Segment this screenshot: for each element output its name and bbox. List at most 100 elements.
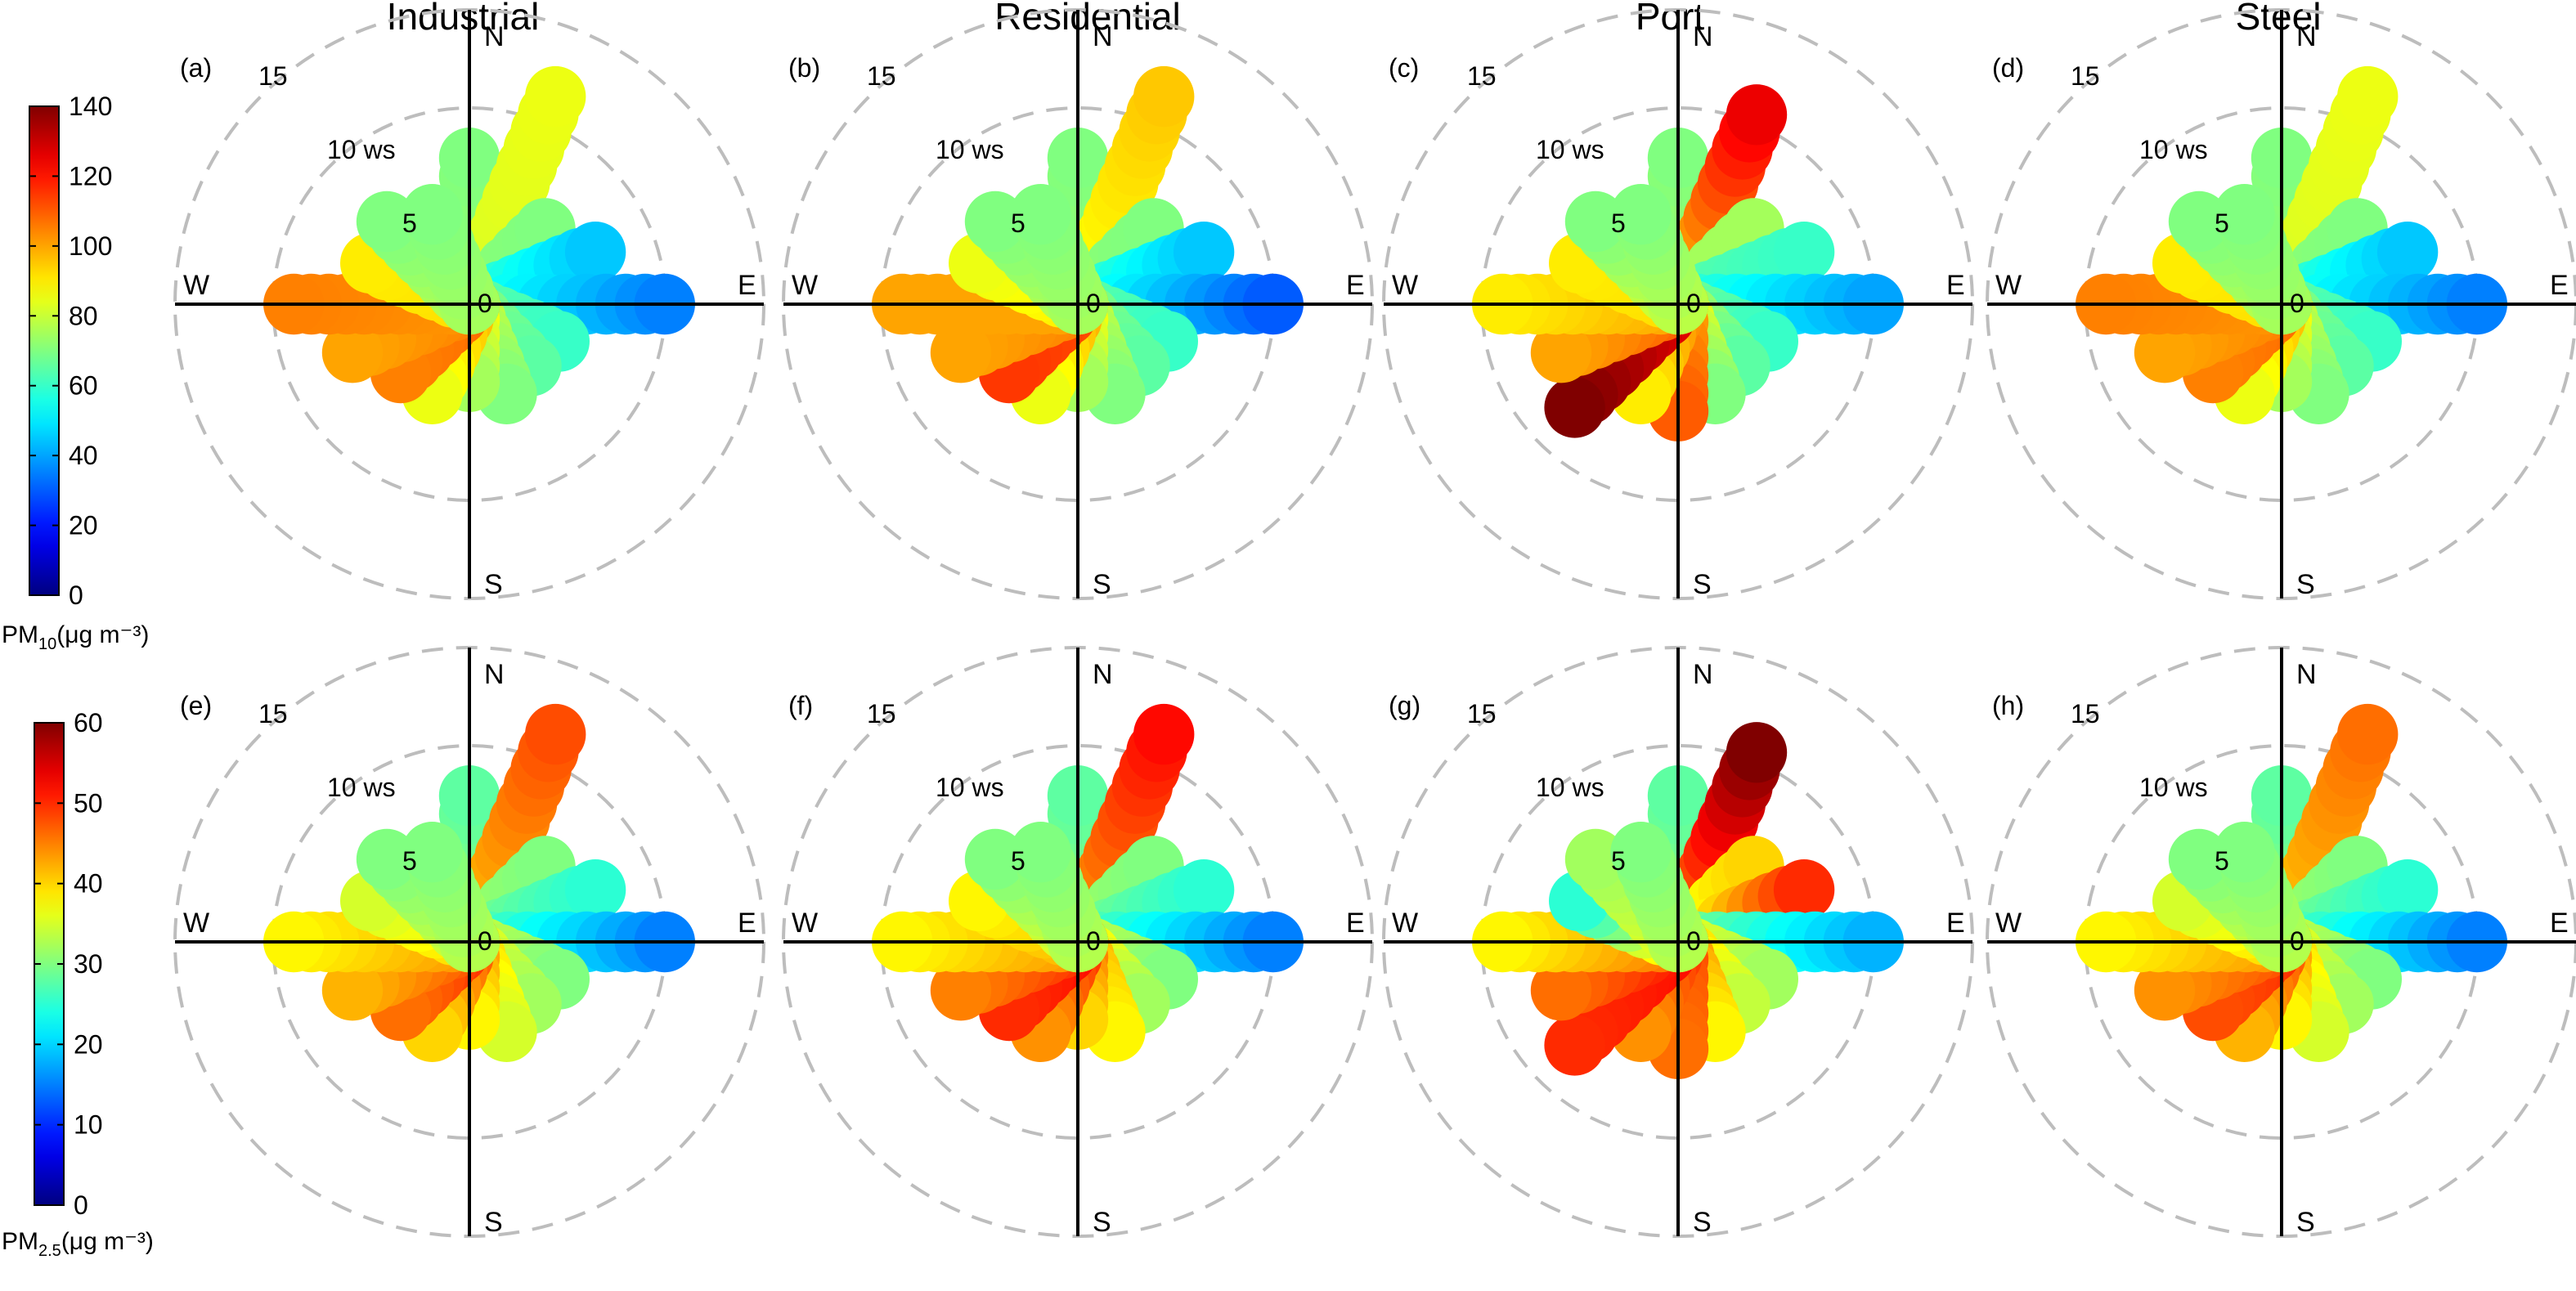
compass-n-label: N	[484, 21, 505, 52]
polar-cell	[1133, 703, 1195, 765]
colorbar-tick-label: 30	[74, 949, 103, 979]
ring-label-10: 10 ws	[1536, 135, 1604, 164]
ring-label-15: 15	[867, 699, 896, 728]
polar-cell	[930, 322, 992, 383]
column-title-industrial: Industrial	[387, 0, 540, 38]
compass-w-label: W	[183, 908, 209, 939]
polar-cell	[2214, 184, 2275, 245]
polar-cell	[525, 65, 586, 128]
polar-cell	[525, 703, 586, 765]
ring-label-10: 10 ws	[2139, 135, 2208, 164]
polar-panel-port-pm25: N S W E 0 5 10 ws 15 (g)	[1382, 646, 1974, 1238]
colorbar-tick-label: 10	[74, 1110, 103, 1140]
compass-e-label: E	[1346, 270, 1365, 301]
polar-cell	[1173, 222, 1235, 283]
colorbar-tick-label: 20	[69, 511, 98, 540]
colorbar-pm25: 0 10 20 30 40 50 60 PM2.5(μg m⁻³)	[2, 708, 154, 1260]
panel-tag: (b)	[788, 53, 820, 83]
polar-cell	[1773, 859, 1835, 921]
panel-tag: (f)	[788, 691, 813, 720]
ring-label-15: 15	[258, 699, 288, 728]
polar-cell	[2134, 960, 2196, 1021]
colorbar-tick-label: 80	[69, 301, 98, 330]
compass-s-label: S	[2296, 1207, 2315, 1238]
polar-cell	[1530, 322, 1592, 383]
compass-e-label: E	[738, 270, 756, 301]
polar-cell	[1010, 184, 1071, 245]
colorbar-tick-label: 60	[74, 708, 103, 737]
ring-label-5: 5	[402, 846, 417, 876]
ring-label-5: 5	[402, 208, 417, 238]
colorbar-pm25-label-unit: (μg m⁻³)	[61, 1228, 154, 1255]
ring-label-0: 0	[2290, 289, 2304, 318]
ring-label-15: 15	[2071, 61, 2100, 91]
polar-panel-port-pm10: N S W E 0 5 10 ws 15 (c)	[1382, 8, 1974, 600]
ring-label-0: 0	[478, 926, 492, 956]
ring-label-5: 5	[2215, 846, 2229, 876]
colorbar-tick-label: 60	[69, 371, 98, 401]
compass-e-label: E	[1946, 270, 1965, 301]
ring-label-0: 0	[478, 289, 492, 318]
colorbar-pm10-gradient	[29, 105, 60, 596]
compass-w-label: W	[1392, 908, 1418, 939]
colorbar-tick-label: 20	[74, 1029, 103, 1059]
polar-cell	[321, 960, 384, 1021]
panel-tag: (g)	[1389, 691, 1420, 720]
polar-cell	[1133, 65, 1195, 128]
polar-data	[263, 703, 695, 1063]
polar-cell	[1726, 84, 1788, 146]
colorbar-pm25-label-sub: 2.5	[38, 1242, 61, 1260]
polar-panel-steel-pm10: N S W E 0 5 10 ws 15 (d)	[1986, 8, 2576, 600]
ring-label-15: 15	[1467, 699, 1497, 728]
compass-w-label: W	[792, 908, 818, 939]
polar-cell	[2376, 222, 2439, 283]
polar-cell	[930, 960, 992, 1021]
compass-n-label: N	[1693, 659, 1713, 690]
colorbar-tick-label: 100	[69, 231, 112, 261]
compass-s-label: S	[1093, 569, 1111, 600]
panel-tag: (h)	[1992, 691, 2024, 720]
compass-n-label: N	[1093, 21, 1113, 52]
ring-label-5: 5	[1011, 846, 1025, 876]
ring-label-0: 0	[1086, 926, 1101, 956]
column-title-port: Port	[1636, 0, 1705, 38]
compass-n-label: N	[2296, 21, 2317, 52]
polar-cell	[2337, 65, 2399, 128]
polar-data	[2076, 703, 2507, 1063]
colorbar-pm10-label-main: PM	[2, 621, 38, 648]
compass-s-label: S	[484, 1207, 503, 1238]
ring-label-0: 0	[1686, 926, 1701, 956]
colorbar-tick-label: 0	[74, 1190, 88, 1220]
polar-cell	[402, 184, 463, 245]
polar-cell	[2376, 859, 2439, 921]
polar-cell	[2134, 322, 2196, 383]
compass-w-label: W	[183, 270, 209, 301]
polar-cell	[2168, 191, 2230, 253]
ring-label-5: 5	[1611, 208, 1626, 238]
compass-w-label: W	[1995, 270, 2022, 301]
polar-cell	[356, 828, 418, 890]
polar-data	[263, 65, 695, 424]
ring-label-10: 10 ws	[1536, 773, 1604, 802]
ring-label-5: 5	[1011, 208, 1025, 238]
colorbar-tick-label: 140	[69, 92, 112, 121]
colorbar-pm10-label-unit: (μg m⁻³)	[56, 621, 149, 648]
colorbar-tick-label: 40	[74, 869, 103, 899]
compass-s-label: S	[484, 569, 503, 600]
colorbar-pm25-ticks: 0 10 20 30 40 50 60	[34, 708, 103, 1220]
polar-cell	[1773, 222, 1835, 283]
polar-cell	[964, 191, 1026, 253]
polar-cell	[402, 821, 463, 883]
polar-cell	[1544, 377, 1605, 438]
colorbar-tick-label: 0	[69, 581, 83, 610]
compass-s-label: S	[1093, 1207, 1111, 1238]
ring-label-0: 0	[2290, 926, 2304, 956]
polar-cell	[356, 191, 418, 253]
ring-label-10: 10 ws	[327, 773, 396, 802]
polar-panel-residential-pm10: N S W E 0 5 10 ws 15 (b)	[782, 8, 1374, 600]
polar-cell	[1610, 184, 1672, 245]
compass-w-label: W	[792, 270, 818, 301]
compass-w-label: W	[1995, 908, 2022, 939]
